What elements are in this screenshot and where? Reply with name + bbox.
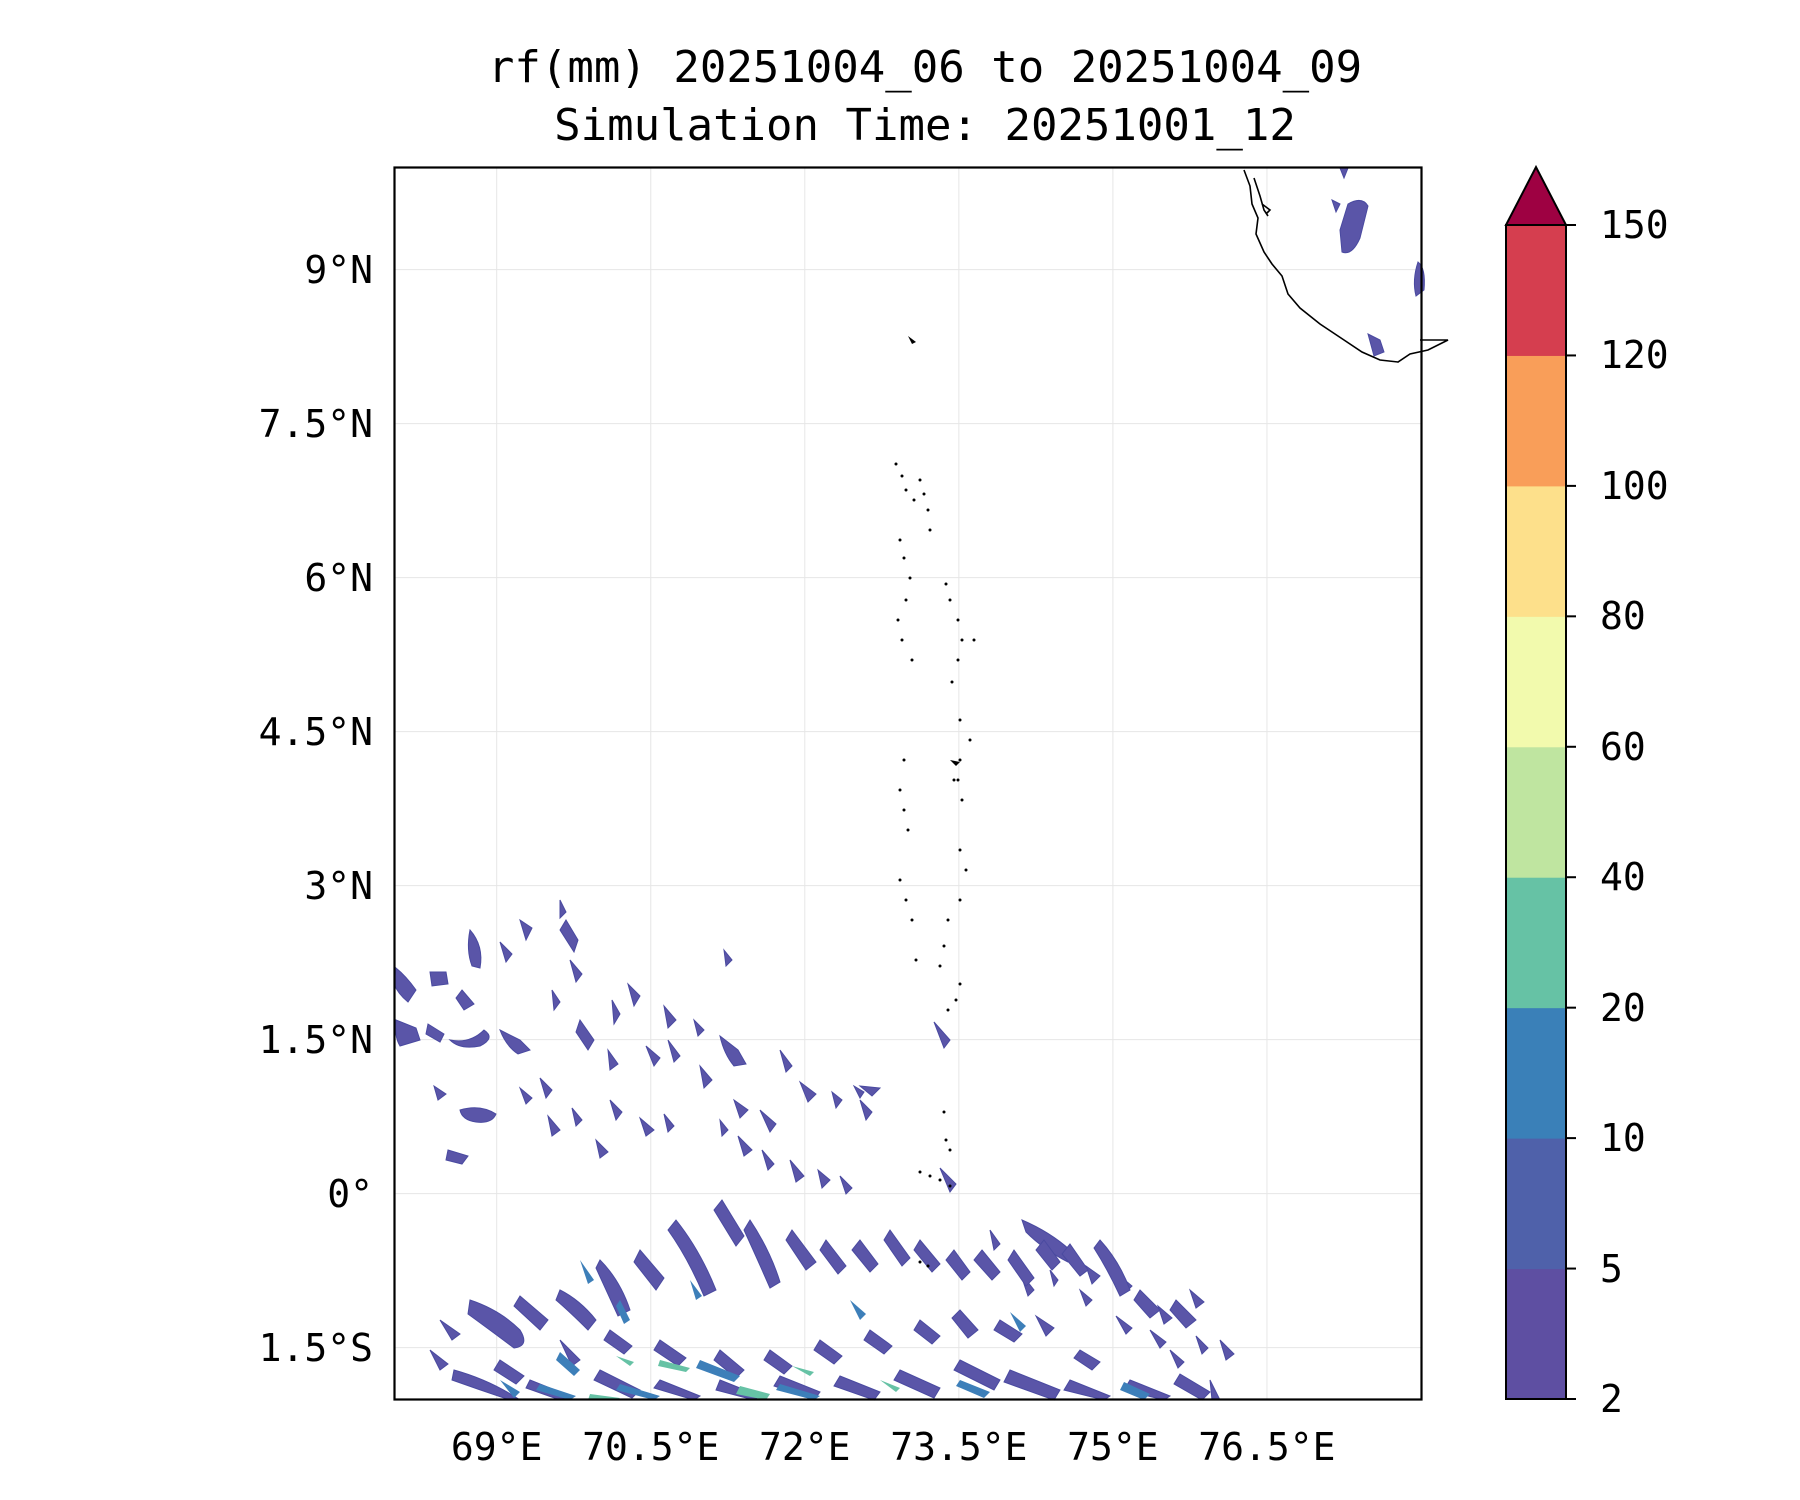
lon-tick-label: 70.5°E bbox=[582, 1425, 720, 1469]
colorbar-segment bbox=[1506, 746, 1566, 878]
rainfall-heavy bbox=[588, 1356, 900, 1400]
map-title-line1: rf(mm) 20251004_06 to 20251004_09 bbox=[487, 42, 1363, 93]
lon-tick-label: 72°E bbox=[759, 1425, 851, 1469]
colorbar-tick-label: 10 bbox=[1600, 1116, 1646, 1161]
lat-tick-label: 0° bbox=[327, 1171, 373, 1216]
colorbar-tick-label: 2 bbox=[1600, 1377, 1623, 1421]
map-frame bbox=[393, 166, 1423, 1401]
colorbar-segment bbox=[1506, 877, 1566, 1009]
gridlines bbox=[394, 167, 1421, 1399]
colorbar-frame bbox=[1505, 224, 1567, 1400]
colorbar bbox=[1504, 164, 1576, 1400]
lon-tick-label: 76.5°E bbox=[1198, 1425, 1336, 1469]
colorbar-segment bbox=[1506, 1007, 1566, 1139]
coastline bbox=[1243, 169, 1449, 363]
rainfall-light bbox=[393, 167, 1425, 1401]
colorbar-tick-label: 80 bbox=[1600, 594, 1646, 639]
colorbar-tick-label: 60 bbox=[1600, 724, 1646, 769]
colorbar-tick-label: 40 bbox=[1600, 855, 1646, 900]
lat-tick-label: 1.5°N bbox=[258, 1017, 373, 1062]
colorbar-tick-label: 120 bbox=[1600, 333, 1669, 378]
colorbar-segment bbox=[1506, 616, 1566, 748]
lat-tick-label: 6°N bbox=[304, 555, 373, 600]
rainfall-moderate bbox=[500, 1260, 1150, 1400]
colorbar-segment bbox=[1506, 1268, 1566, 1400]
colorbar-tick-label: 5 bbox=[1600, 1246, 1623, 1291]
colorbar-segment bbox=[1506, 225, 1566, 356]
colorbar-segment bbox=[1506, 485, 1566, 617]
lat-tick-label: 7.5°N bbox=[258, 401, 373, 446]
colorbar-segment bbox=[1506, 355, 1566, 487]
lon-tick-label: 75°E bbox=[1067, 1425, 1159, 1469]
colorbar-tick-label: 150 bbox=[1600, 203, 1669, 247]
colorbar-tick-label: 20 bbox=[1600, 985, 1646, 1030]
map-title-line2: Simulation Time: 20251001_12 bbox=[554, 100, 1296, 151]
lat-tick-label: 1.5°S bbox=[258, 1325, 373, 1370]
colorbar-segment bbox=[1506, 1138, 1566, 1270]
lat-tick-label: 9°N bbox=[304, 247, 373, 292]
colorbar-tick-label: 100 bbox=[1600, 463, 1669, 508]
lon-tick-label: 69°E bbox=[450, 1425, 543, 1469]
lat-tick-label: 4.5°N bbox=[258, 709, 373, 754]
colorbar-extend-arrow bbox=[1504, 164, 1568, 226]
lon-tick-label: 73.5°E bbox=[890, 1425, 1028, 1469]
lat-tick-label: 3°N bbox=[304, 863, 373, 908]
island-chain bbox=[894, 336, 976, 1268]
